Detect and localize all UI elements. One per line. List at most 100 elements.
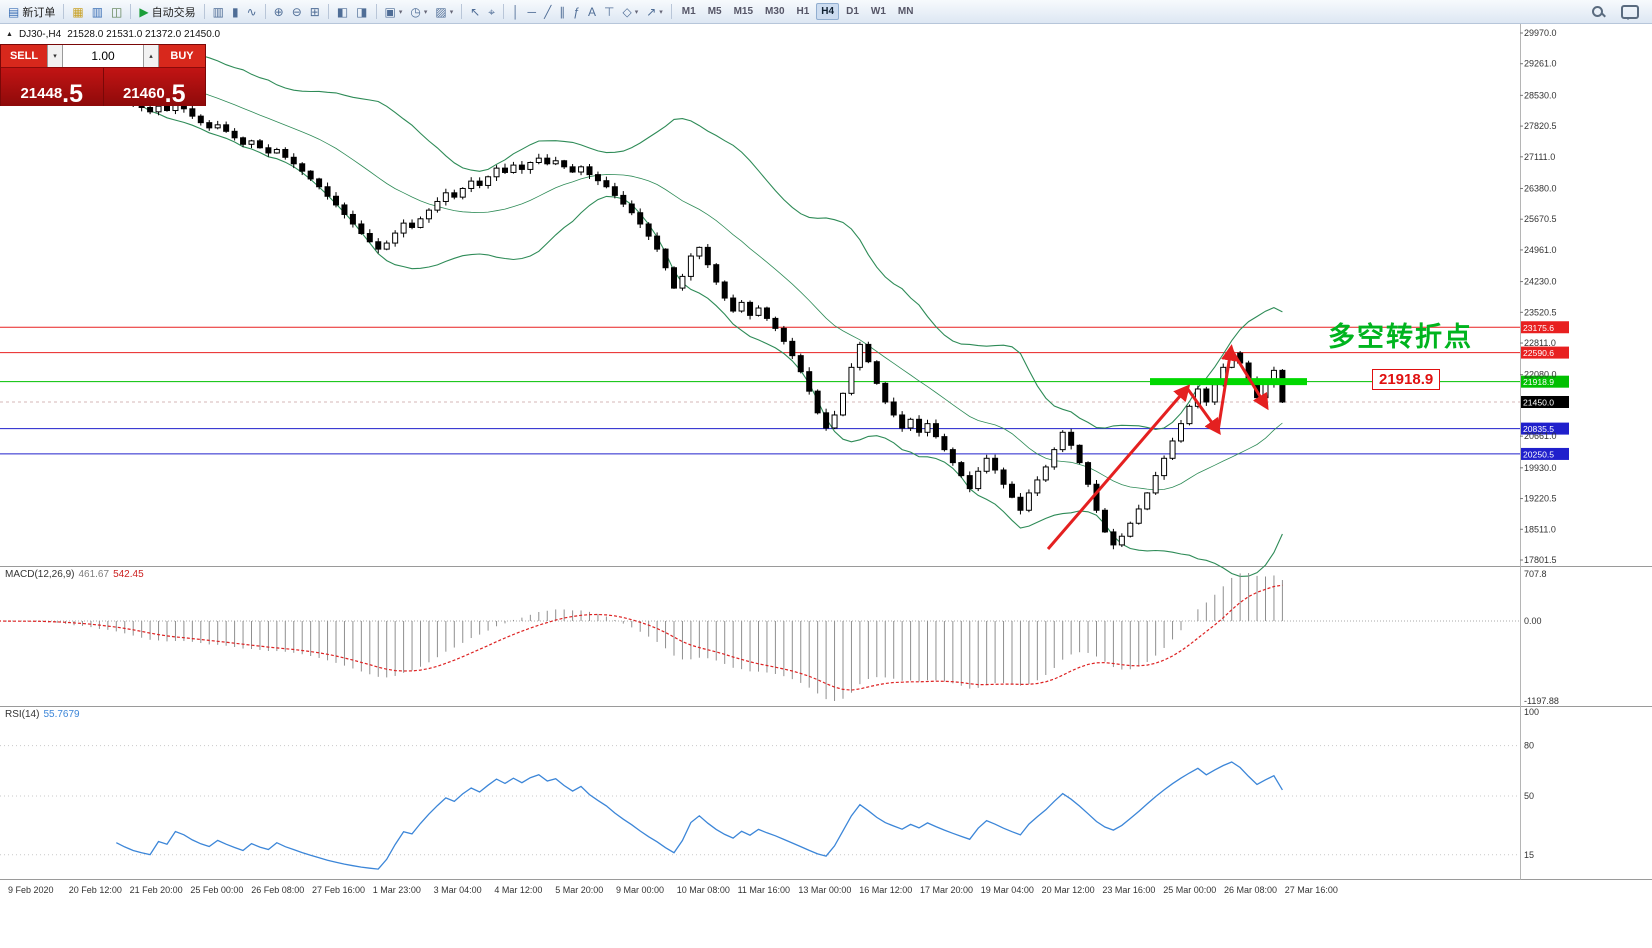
price-level-flag[interactable]: 21918.9 xyxy=(1372,369,1441,390)
price-axis[interactable] xyxy=(1520,32,1569,561)
fibonacci-icon[interactable]: ƒ xyxy=(569,1,584,22)
new-chart-dropdown: ▣ xyxy=(384,4,396,19)
trend-arrows[interactable] xyxy=(1046,344,1269,550)
autotrading-button[interactable]: ▶ 自动交易 xyxy=(135,1,199,22)
timeframe-MN[interactable]: MN xyxy=(897,6,914,17)
profiles-dropdown: ◷ xyxy=(410,4,421,19)
svg-text:26380.0: 26380.0 xyxy=(1524,183,1557,193)
chevron-down-icon: ▾ xyxy=(449,8,454,16)
data-window-icon: ▥ xyxy=(91,4,104,19)
svg-text:23 Mar 16:00: 23 Mar 16:00 xyxy=(1102,885,1155,895)
trendline-icon: ╱ xyxy=(544,4,552,19)
volume-increase-spinner[interactable]: ▴ xyxy=(143,45,159,67)
svg-text:24230.0: 24230.0 xyxy=(1524,277,1557,287)
new-order-button[interactable]: ▤ 新订单 xyxy=(4,1,59,22)
tile-windows-icon[interactable]: ◧ xyxy=(333,1,352,22)
svg-text:707.8: 707.8 xyxy=(1524,569,1547,579)
navigator-icon[interactable]: ◫ xyxy=(107,1,126,22)
new-chart-dropdown[interactable]: ▣ ▾ xyxy=(381,1,407,22)
bar-chart-icon: ▥ xyxy=(212,4,224,19)
templates-dropdown[interactable]: ▨ ▾ xyxy=(431,1,457,22)
data-window-icon[interactable]: ▥ xyxy=(88,1,107,22)
search-icon xyxy=(1591,5,1605,19)
crosshair-icon[interactable]: ⌖ xyxy=(484,1,499,22)
svg-text:27 Feb 16:00: 27 Feb 16:00 xyxy=(312,885,365,895)
timeframe-W1[interactable]: W1 xyxy=(870,6,886,17)
candlestick-chart-icon[interactable]: ▮ xyxy=(228,1,243,22)
timeframe-H1[interactable]: H1 xyxy=(796,6,810,17)
svg-text:20 Feb 12:00: 20 Feb 12:00 xyxy=(69,885,122,895)
channel-icon[interactable]: ∥ xyxy=(555,1,569,22)
arrows-dropdown: ↗ xyxy=(646,4,657,19)
trade-panel-prices: 21448.5 21460.5 xyxy=(1,68,206,107)
zoom-in-icon: ⊕ xyxy=(273,4,284,19)
symbol-timeframe-label: DJ30-,H4 xyxy=(18,29,62,40)
text-icon[interactable]: A xyxy=(584,1,600,22)
svg-text:28530.0: 28530.0 xyxy=(1524,90,1557,100)
timeframe-M30[interactable]: M30 xyxy=(765,6,785,17)
svg-text:4 Mar 12:00: 4 Mar 12:00 xyxy=(494,885,542,895)
cascade-windows-icon[interactable]: ◨ xyxy=(352,1,371,22)
sell-price[interactable]: 21448.5 xyxy=(1,68,103,107)
chart-title: ▲ DJ30-,H4 21528.0 21531.0 21372.0 21450… xyxy=(6,29,220,40)
volume-input[interactable] xyxy=(63,45,143,67)
bollinger-bands xyxy=(23,43,1283,577)
grid-icon: ⊞ xyxy=(309,4,320,19)
trendline-icon[interactable]: ╱ xyxy=(540,1,555,22)
svg-text:26 Mar 08:00: 26 Mar 08:00 xyxy=(1224,885,1277,895)
turning-point-annotation[interactable]: 多空转折点 xyxy=(1328,322,1473,352)
line-chart-icon[interactable]: ∿ xyxy=(243,1,261,22)
label-icon[interactable]: ⊤ xyxy=(600,1,618,22)
rsi-line xyxy=(116,761,1283,870)
timeframe-M1[interactable]: M1 xyxy=(681,6,696,17)
svg-text:-1197.88: -1197.88 xyxy=(1524,696,1559,706)
vertical-line-icon[interactable]: │ xyxy=(508,1,524,22)
shapes-dropdown[interactable]: ◇ ▾ xyxy=(618,1,642,22)
svg-text:10 Mar 08:00: 10 Mar 08:00 xyxy=(677,885,730,895)
autotrading-button: ▶ xyxy=(139,4,149,19)
svg-text:19 Mar 04:00: 19 Mar 04:00 xyxy=(981,885,1034,895)
timeframe-D1[interactable]: D1 xyxy=(846,6,859,17)
search-icon[interactable] xyxy=(1588,3,1608,21)
svg-text:25670.5: 25670.5 xyxy=(1524,214,1557,224)
candles-layer xyxy=(0,55,1286,550)
buy-button[interactable]: BUY xyxy=(159,45,205,67)
timeframe-M5[interactable]: M5 xyxy=(707,6,722,17)
svg-text:9 Feb 2020: 9 Feb 2020 xyxy=(8,885,54,895)
trade-panel-controls: SELL ▾ ▴ BUY xyxy=(1,45,205,68)
arrows-dropdown[interactable]: ↗ ▾ xyxy=(642,1,667,22)
cursor-icon[interactable]: ↖ xyxy=(466,1,484,22)
buy-price-main: 21460 xyxy=(122,85,165,102)
grid-icon[interactable]: ⊞ xyxy=(306,1,324,22)
sell-button[interactable]: SELL xyxy=(1,45,47,67)
svg-text:20835.5: 20835.5 xyxy=(1523,424,1554,434)
volume-decrease-spinner[interactable]: ▾ xyxy=(47,45,63,67)
zoom-in-icon[interactable]: ⊕ xyxy=(270,1,288,22)
navigator-icon: ◫ xyxy=(111,4,123,19)
macd-histogram xyxy=(5,573,1283,701)
horizontal-line-icon[interactable]: ─ xyxy=(524,1,541,22)
sell-price-main: 21448 xyxy=(20,85,63,102)
svg-text:19930.0: 19930.0 xyxy=(1524,463,1557,473)
templates-dropdown: ▨ xyxy=(435,4,447,19)
svg-text:0.00: 0.00 xyxy=(1524,616,1542,626)
svg-text:25 Feb 00:00: 25 Feb 00:00 xyxy=(190,885,243,895)
toolbar-groups: ▤ 新订单 ▦ ▥ ◫ ▶ 自动交易 ▥ ▮ ∿ ⊕ ⊖ ⊞ ◧ ◨ ▣ ▾ ◷ ▾ ▨ ▾ ↖ ⌖ │ ─ ╱ ∥ ƒ A ⊤ ◇ ▾ ↗ ▾ xyxy=(4,1,667,22)
buy-price[interactable]: 21460.5 xyxy=(102,68,206,107)
shapes-dropdown: ◇ xyxy=(622,4,632,19)
bar-chart-icon[interactable]: ▥ xyxy=(209,1,228,22)
svg-text:3 Mar 04:00: 3 Mar 04:00 xyxy=(434,885,482,895)
svg-text:15: 15 xyxy=(1524,850,1534,860)
profiles-dropdown[interactable]: ◷ ▾ xyxy=(406,1,431,22)
crosshair-icon: ⌖ xyxy=(488,4,496,19)
fibonacci-icon: ƒ xyxy=(573,4,580,19)
zoom-out-icon[interactable]: ⊖ xyxy=(288,1,306,22)
timeframe-H4[interactable]: H4 xyxy=(816,3,840,20)
timeframe-M15[interactable]: M15 xyxy=(733,6,754,17)
svg-text:20250.5: 20250.5 xyxy=(1523,449,1554,459)
market-watch-icon[interactable]: ▦ xyxy=(68,1,87,22)
chat-icon[interactable] xyxy=(1620,3,1640,21)
svg-text:17801.5: 17801.5 xyxy=(1524,555,1557,565)
